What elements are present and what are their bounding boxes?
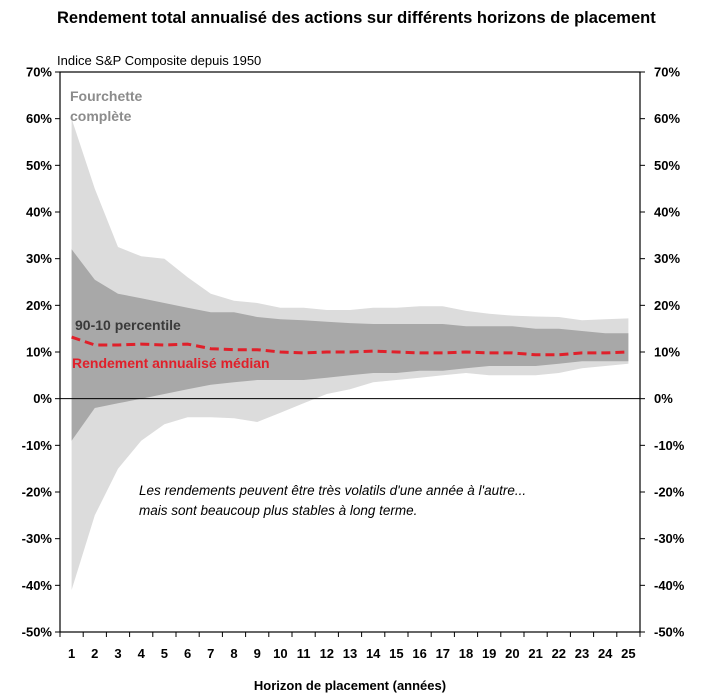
x-tick-label: 13 bbox=[343, 646, 357, 661]
y-tick-label-left: -30% bbox=[22, 531, 53, 546]
y-tick-label-right: 0% bbox=[654, 391, 673, 406]
y-tick-label-left: 20% bbox=[26, 298, 52, 313]
x-tick-label: 4 bbox=[138, 646, 146, 661]
x-tick-label: 2 bbox=[91, 646, 98, 661]
x-axis: 1 2 3 4 5 6 7 8 9 10 11 12 13 14 15 16 17 18 19 20 21 22 23 24 2… bbox=[59, 632, 641, 661]
y-tick-label-left: 10% bbox=[26, 345, 52, 360]
y-tick-label-right: 70% bbox=[654, 65, 680, 80]
note-line1: Les rendements peuvent être très volatil… bbox=[139, 483, 526, 498]
x-tick-label: 6 bbox=[184, 646, 191, 661]
full-range-label-line2: complète bbox=[70, 108, 132, 124]
x-axis-label: Horizon de placement (années) bbox=[254, 678, 446, 693]
x-tick-label: 8 bbox=[230, 646, 237, 661]
y-tick-label-left: -20% bbox=[22, 485, 53, 500]
x-tick-label: 11 bbox=[297, 646, 311, 661]
y-tick-label-right: -50% bbox=[654, 625, 685, 640]
x-tick-label: 7 bbox=[207, 646, 214, 661]
x-tick-label: 21 bbox=[528, 646, 542, 661]
x-tick-label: 1 bbox=[68, 646, 75, 661]
chart-areas bbox=[60, 118, 640, 590]
x-tick-label: 25 bbox=[621, 646, 635, 661]
y-tick-label-right: -40% bbox=[654, 578, 685, 593]
median-line bbox=[71, 335, 629, 357]
y-tick-label-right: 20% bbox=[654, 298, 680, 313]
full-range-label-line1: Fourchette bbox=[70, 88, 143, 104]
x-tick-label: 22 bbox=[552, 646, 566, 661]
x-tick-label: 14 bbox=[366, 646, 381, 661]
y-tick-label-right: 60% bbox=[654, 111, 680, 126]
y-axis-left: -50% -40% -30% -20% -10% 0% 10% 20% 30% 40% 50% 60%… bbox=[22, 65, 60, 640]
note-line2: mais sont beaucoup plus stables à long t… bbox=[139, 503, 417, 518]
p90-10-label: 90-10 percentile bbox=[75, 317, 181, 333]
y-tick-label-left: -40% bbox=[22, 578, 53, 593]
y-tick-label-right: 40% bbox=[654, 205, 680, 220]
y-tick-label-right: -20% bbox=[654, 485, 685, 500]
y-tick-label-right: 10% bbox=[654, 345, 680, 360]
chart-title: Rendement total annualisé des actions su… bbox=[57, 9, 656, 27]
y-tick-label-left: 30% bbox=[26, 251, 52, 266]
y-tick-label-left: 70% bbox=[26, 65, 52, 80]
p90-10-area bbox=[71, 249, 629, 441]
y-tick-label-left: -50% bbox=[22, 625, 53, 640]
y-axis-right: -50% -40% -30% -20% -10% 0% 10% 20% 30% 40% 50% 60%… bbox=[640, 65, 685, 640]
y-tick-label-left: 60% bbox=[26, 111, 52, 126]
x-tick-label: 19 bbox=[482, 646, 496, 661]
x-tick-label: 16 bbox=[412, 646, 426, 661]
x-tick-label: 5 bbox=[161, 646, 168, 661]
x-tick-label: 18 bbox=[459, 646, 473, 661]
y-tick-label-right: 30% bbox=[654, 251, 680, 266]
x-tick-label: 9 bbox=[254, 646, 261, 661]
y-tick-label-left: 0% bbox=[33, 391, 52, 406]
y-tick-label-left: 40% bbox=[26, 205, 52, 220]
x-tick-label: 12 bbox=[320, 646, 334, 661]
x-tick-label: 3 bbox=[114, 646, 121, 661]
median-label: Rendement annualisé médian bbox=[72, 355, 270, 371]
y-tick-label-right: -10% bbox=[654, 438, 685, 453]
y-tick-label-left: 50% bbox=[26, 158, 52, 173]
x-tick-label: 24 bbox=[598, 646, 613, 661]
x-tick-label: 17 bbox=[436, 646, 450, 661]
y-tick-label-left: -10% bbox=[22, 438, 53, 453]
y-tick-label-right: -30% bbox=[654, 531, 685, 546]
chart-subtitle: Indice S&P Composite depuis 1950 bbox=[57, 53, 262, 68]
y-tick-label-right: 50% bbox=[654, 158, 680, 173]
x-tick-label: 15 bbox=[389, 646, 403, 661]
x-tick-label: 23 bbox=[575, 646, 589, 661]
x-tick-label: 20 bbox=[505, 646, 519, 661]
x-tick-label: 10 bbox=[273, 646, 287, 661]
